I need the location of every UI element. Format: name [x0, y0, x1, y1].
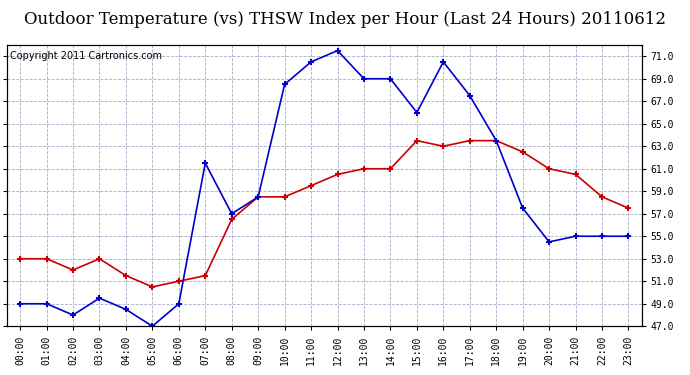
Text: Outdoor Temperature (vs) THSW Index per Hour (Last 24 Hours) 20110612: Outdoor Temperature (vs) THSW Index per …	[24, 11, 666, 28]
Text: Copyright 2011 Cartronics.com: Copyright 2011 Cartronics.com	[10, 51, 162, 61]
